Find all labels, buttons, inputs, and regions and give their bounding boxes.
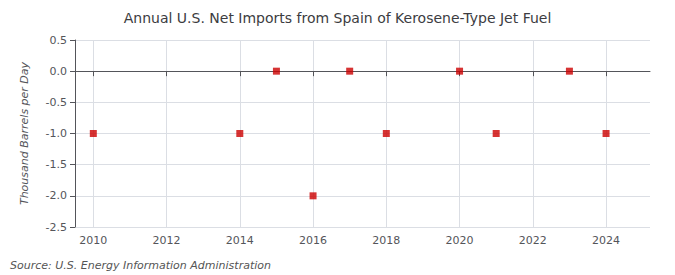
svg-text:2014: 2014 bbox=[226, 234, 254, 247]
svg-text:2010: 2010 bbox=[79, 234, 107, 247]
svg-text:2012: 2012 bbox=[153, 234, 181, 247]
svg-text:Source: U.S. Energy Informatio: Source: U.S. Energy Information Administ… bbox=[10, 259, 271, 272]
svg-text:2018: 2018 bbox=[372, 234, 400, 247]
svg-text:Annual U.S. Net Imports from S: Annual U.S. Net Imports from Spain of Ke… bbox=[124, 10, 552, 26]
svg-text:0.5: 0.5 bbox=[50, 34, 68, 47]
svg-text:-1.0: -1.0 bbox=[46, 127, 67, 140]
svg-text:2022: 2022 bbox=[519, 234, 547, 247]
svg-text:-1.5: -1.5 bbox=[46, 158, 67, 171]
svg-text:2016: 2016 bbox=[299, 234, 327, 247]
svg-text:0.0: 0.0 bbox=[50, 65, 68, 78]
svg-text:-2.0: -2.0 bbox=[46, 189, 67, 202]
svg-text:Thousand Barrels per Day: Thousand Barrels per Day bbox=[18, 61, 31, 205]
svg-text:2020: 2020 bbox=[446, 234, 474, 247]
svg-text:-0.5: -0.5 bbox=[46, 96, 67, 109]
svg-text:2024: 2024 bbox=[592, 234, 620, 247]
svg-text:-2.5: -2.5 bbox=[46, 221, 67, 234]
